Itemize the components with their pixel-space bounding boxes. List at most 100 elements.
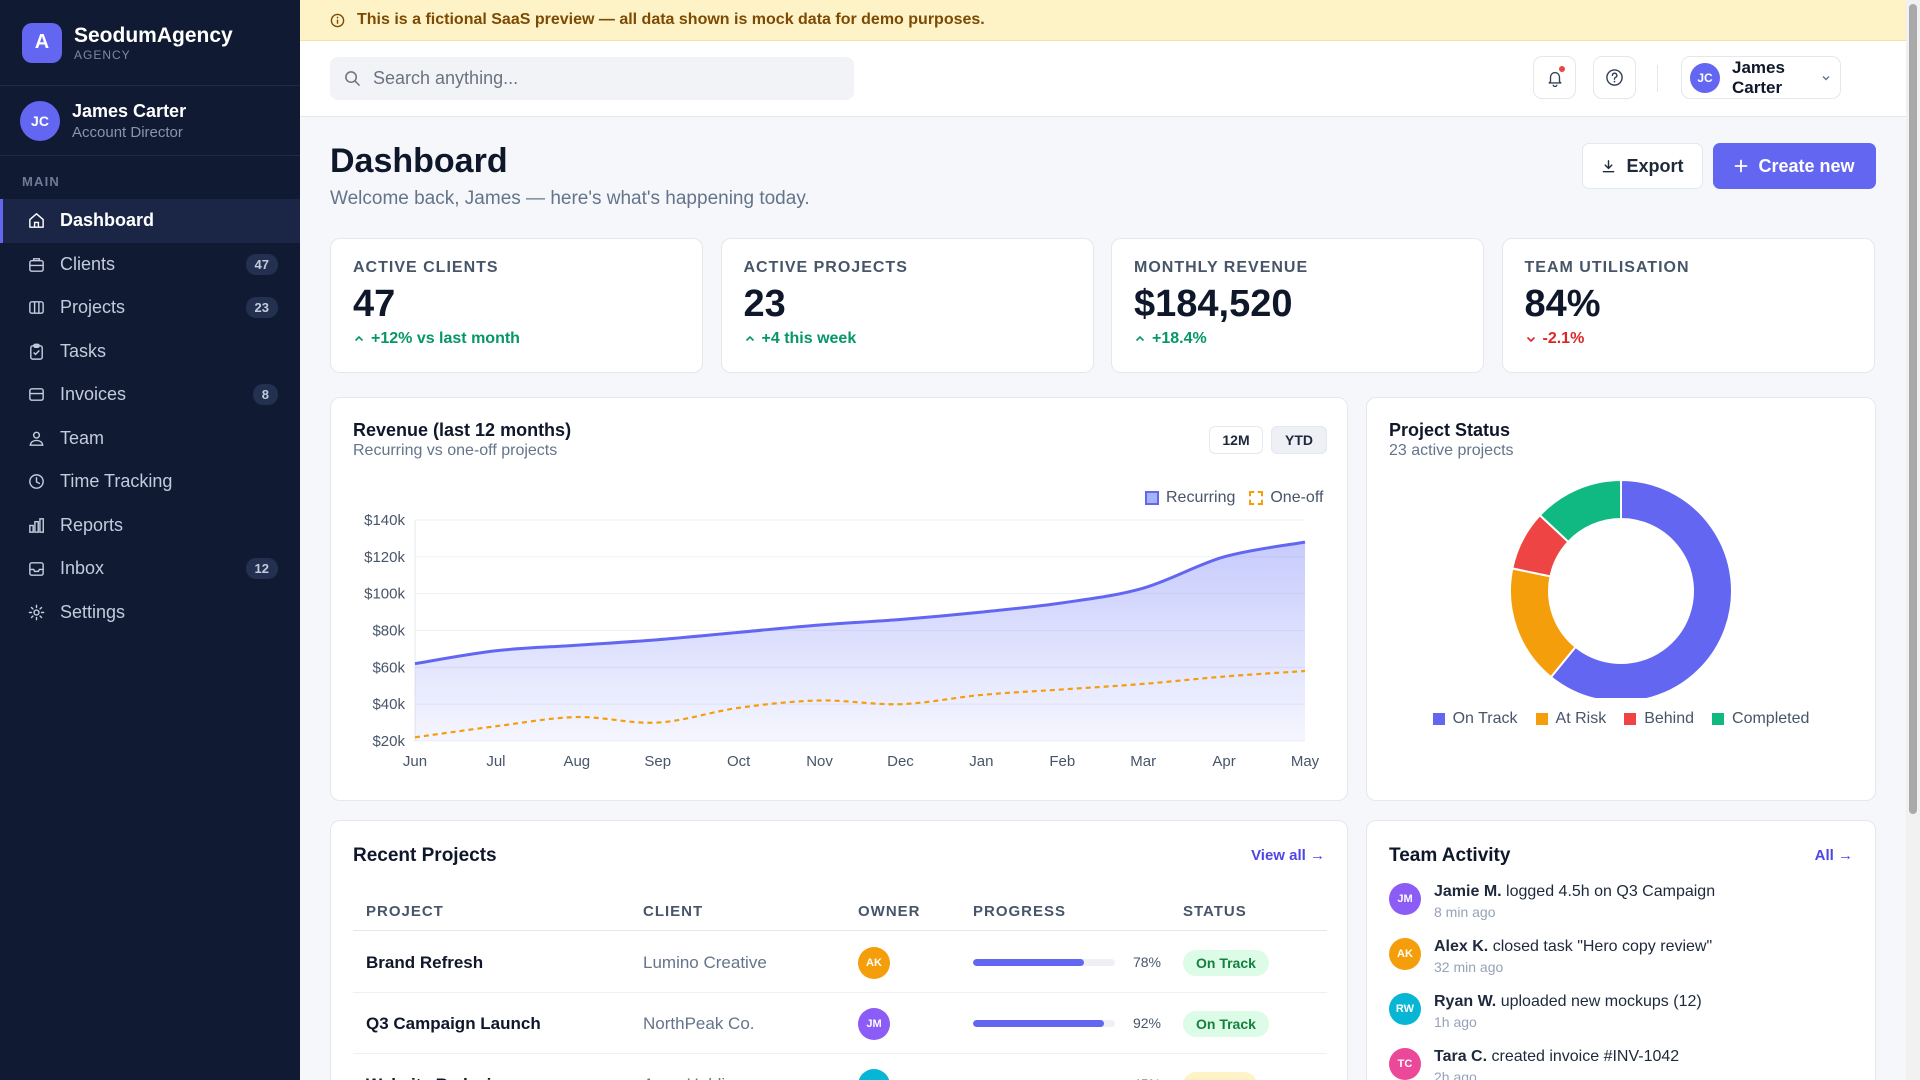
x-tick-label: Dec [887, 753, 914, 770]
donut-slice-completed[interactable] [1538, 478, 1622, 544]
x-tick-label: Jun [403, 753, 427, 770]
export-label: Export [1626, 155, 1684, 176]
kpi-delta: -2.1% [1525, 330, 1852, 348]
help-button[interactable] [1593, 56, 1636, 99]
range-12m-button[interactable]: 12M [1209, 426, 1263, 454]
brand-logo: A [22, 22, 62, 63]
home-icon [26, 211, 46, 231]
avatar: RW [1389, 993, 1421, 1025]
scrollbar-thumb[interactable] [1909, 4, 1917, 814]
profile-menu[interactable]: JC James Carter [1681, 56, 1841, 99]
client-name: Apex Holdings [643, 1075, 753, 1080]
sidebar-item-label: Time Tracking [60, 471, 173, 492]
activity-item[interactable]: JM Jamie M. logged 4.5h on Q3 Campaign 8 m… [1389, 883, 1849, 938]
sidebar-item-time-tracking[interactable]: Time Tracking [0, 460, 300, 504]
user-role: Account Director [72, 123, 183, 141]
kpi-value: 84% [1524, 283, 1601, 325]
kpi-label: MONTHLY REVENUE [1134, 259, 1309, 276]
activity-time: 1h ago [1434, 1014, 1477, 1030]
x-tick-label: Nov [806, 753, 833, 770]
status-badge: On Track [1183, 1011, 1269, 1037]
sidebar-item-projects[interactable]: Projects 23 [0, 286, 300, 330]
sidebar-item-label: Clients [60, 253, 116, 274]
y-tick-label: $20k [372, 733, 405, 750]
avatar: AK [858, 947, 890, 979]
range-ytd-button[interactable]: YTD [1271, 426, 1327, 454]
create-new-label: Create new [1758, 155, 1855, 176]
project-status-donut [1509, 478, 1733, 698]
table-row[interactable]: Q3 Campaign Launch NorthPeak Co. JM 92% On T… [353, 993, 1327, 1054]
view-all-link[interactable]: View all → [1251, 847, 1325, 864]
chart-subtitle: Recurring vs one-off projects [353, 442, 558, 459]
info-icon [330, 13, 345, 28]
sidebar-item-clients[interactable]: Clients 47 [0, 243, 300, 287]
activity-action: logged 4.5h on Q3 Campaign [1506, 883, 1716, 900]
activity-action: created invoice #INV-1042 [1491, 1048, 1680, 1065]
sidebar-item-dashboard[interactable]: Dashboard [0, 199, 300, 243]
sidebar-item-inbox[interactable]: Inbox 12 [0, 547, 300, 591]
activity-time: 32 min ago [1434, 959, 1504, 975]
column-header-progress[interactable]: PROGRESS [973, 903, 1067, 920]
sidebar-item-tasks[interactable]: Tasks [0, 330, 300, 374]
table-row[interactable]: Brand Refresh Lumino Creative AK 78% On Trac… [353, 932, 1327, 993]
search-box[interactable] [330, 57, 854, 100]
search-input[interactable] [373, 68, 833, 89]
activity-item[interactable]: AK Alex K. closed task "Hero copy review"… [1389, 938, 1849, 993]
sidebar-item-invoices[interactable]: Invoices 8 [0, 373, 300, 417]
column-header-owner[interactable]: OWNER [858, 903, 921, 920]
sidebar-item-settings[interactable]: Settings [0, 591, 300, 635]
column-header-project[interactable]: PROJECT [366, 903, 444, 920]
column-header-status[interactable]: STATUS [1183, 903, 1247, 920]
avatar: TC [1389, 1048, 1421, 1080]
table-row[interactable]: Website Redesign Apex Holdings RW 45% At Ris… [353, 1054, 1327, 1080]
arrow-up-icon [1134, 333, 1146, 345]
page-scrollbar[interactable] [1906, 0, 1920, 1080]
client-name: Lumino Creative [643, 953, 767, 972]
help-icon [1605, 68, 1624, 87]
progress-percent: 45% [1125, 1076, 1161, 1080]
activity-text: Alex K. closed task "Hero copy review" [1434, 938, 1712, 956]
sidebar-item-label: Tasks [60, 340, 107, 361]
brand[interactable]: A SeodumAgency AGENCY [0, 0, 300, 86]
topbar-divider [1657, 65, 1658, 92]
legend-behind: Behind [1624, 710, 1694, 728]
activity-item[interactable]: TC Tara C. created invoice #INV-1042 2h ag… [1389, 1048, 1849, 1080]
avatar: RW [858, 1069, 890, 1080]
legend-on-track: On Track [1432, 710, 1518, 728]
donut-slice-on-track[interactable] [1549, 478, 1733, 698]
sidebar-user[interactable]: JC James Carter Account Director [0, 86, 300, 156]
export-button[interactable]: Export [1582, 143, 1703, 189]
bar-chart-icon [26, 515, 46, 535]
activity-item[interactable]: RW Ryan W. uploaded new mockups (12) 1h ag… [1389, 993, 1849, 1048]
sidebar-item-label: Inbox [60, 558, 105, 579]
sidebar-item-team[interactable]: Team [0, 417, 300, 461]
banner-text: This is a fictional SaaS preview — all d… [357, 11, 985, 28]
x-tick-label: Sep [644, 753, 671, 770]
y-tick-label: $100k [364, 586, 405, 603]
avatar: JM [1389, 883, 1421, 915]
project-name: Website Redesign [366, 1075, 512, 1080]
create-new-button[interactable]: Create new [1713, 143, 1876, 189]
status-subtitle: 23 active projects [1389, 442, 1514, 459]
activity-time: 2h ago [1434, 1069, 1477, 1080]
activity-action: uploaded new mockups (12) [1500, 993, 1702, 1010]
status-title: Project Status [1389, 420, 1511, 440]
avatar: AK [1389, 938, 1421, 970]
notifications-button[interactable] [1533, 56, 1576, 99]
columns-icon [26, 298, 46, 318]
all-activity-link[interactable]: All → [1814, 847, 1853, 864]
activity-actor: Jamie M. [1434, 883, 1502, 900]
activity-text: Ryan W. uploaded new mockups (12) [1434, 993, 1702, 1011]
sidebar-item-badge: 8 [252, 384, 278, 406]
kpi-value: $184,520 [1134, 283, 1293, 325]
kpi-card-active-clients: ACTIVE CLIENTS 47 +12% vs last month [330, 238, 703, 373]
column-header-client[interactable]: CLIENT [643, 903, 704, 920]
topbar: JC James Carter [300, 41, 1906, 117]
search-icon [344, 70, 361, 87]
avatar: JC [20, 100, 60, 141]
kpi-delta: +12% vs last month [353, 330, 680, 348]
activity-time: 8 min ago [1434, 904, 1496, 920]
project-name: Q3 Campaign Launch [366, 1014, 541, 1033]
x-tick-label: Oct [727, 753, 751, 770]
sidebar-item-reports[interactable]: Reports [0, 504, 300, 548]
